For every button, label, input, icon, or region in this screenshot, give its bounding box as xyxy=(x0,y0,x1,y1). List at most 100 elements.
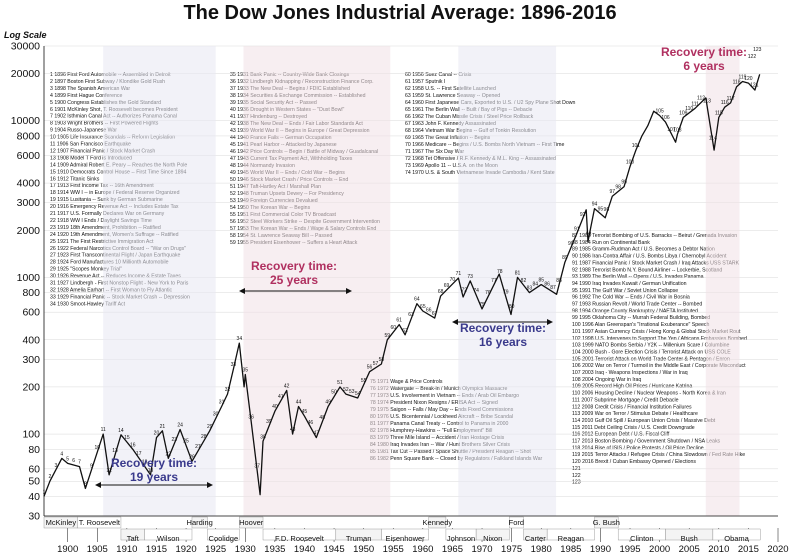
event-entry: 81 1977 Panama Canal Treaty -- Control t… xyxy=(370,421,509,427)
event-number: 4 xyxy=(60,451,63,457)
x-tick-label: 1945 xyxy=(323,544,344,555)
event-number: 48 xyxy=(319,415,325,421)
event-number: 110 xyxy=(685,106,693,112)
event-number: 16 xyxy=(130,442,136,448)
x-tick-label: 1960 xyxy=(412,544,433,555)
event-number: 95 xyxy=(598,207,604,213)
event-number: 35 xyxy=(242,368,248,374)
event-entry: 114 2010 Gulf Oil Spill / European Union… xyxy=(572,418,716,424)
event-number: 12 xyxy=(106,468,112,474)
event-number: 24 xyxy=(177,422,183,428)
y-tick-label: 6000 xyxy=(17,150,41,162)
event-entry: 75 1971 Wage & Price Controls xyxy=(370,379,443,385)
event-entry: 4 1899 First Hague Conference xyxy=(50,93,122,99)
president-name: Johnson xyxy=(447,534,475,543)
president-term: McKinley xyxy=(43,516,78,529)
recovery-duration: 6 years xyxy=(683,59,725,73)
president-name: Carter xyxy=(525,534,546,543)
event-number: 20 xyxy=(154,431,160,437)
x-tick-label: 1995 xyxy=(619,544,640,555)
president-name: Kennedy xyxy=(423,518,453,527)
x-tick-label: 1975 xyxy=(501,544,522,555)
president-term: Hoover xyxy=(239,516,264,529)
event-number: 82 xyxy=(521,278,527,284)
president-name: Eisenhower xyxy=(385,534,425,543)
y-tick-label: 200 xyxy=(22,381,40,393)
event-number: 43 xyxy=(290,427,296,433)
president-term: Harding xyxy=(187,516,213,529)
event-number: 93 xyxy=(586,231,592,237)
x-tick-label: 1905 xyxy=(87,544,108,555)
event-entry: 103 1999 NATO Bombs Serbia / Y2K -- Mill… xyxy=(572,343,730,349)
event-number: 29 xyxy=(207,424,213,430)
event-number: 65 xyxy=(420,304,426,310)
event-number: 27 xyxy=(195,444,201,450)
event-number: 38 xyxy=(260,434,266,440)
event-number: 39 xyxy=(266,419,272,425)
x-tick-label: 2010 xyxy=(708,544,729,555)
y-tick-label: 80 xyxy=(28,444,40,456)
x-tick-label: 2000 xyxy=(649,544,670,555)
president-term: Eisenhower xyxy=(381,528,429,543)
event-number: 21 xyxy=(160,424,166,430)
x-tick-label: 1935 xyxy=(264,544,285,555)
price-line-layer xyxy=(43,74,761,497)
event-number: 111 xyxy=(691,101,699,107)
president-term: Taft xyxy=(120,528,145,543)
event-number: 98 xyxy=(615,184,621,190)
event-number: 36 xyxy=(248,415,254,421)
y-tick-label: 20000 xyxy=(11,68,40,80)
event-number: 18 xyxy=(142,459,148,465)
event-number: 69 xyxy=(444,283,450,289)
president-band xyxy=(509,516,524,529)
event-entry: 115 2011 Debt Ceiling Crisis / U.S. Cred… xyxy=(572,425,695,431)
arrow-head-left xyxy=(95,482,101,488)
recovery-band xyxy=(705,46,740,516)
event-number: 53 xyxy=(349,389,355,395)
president-term: T. Roosevelt xyxy=(77,516,122,529)
x-tick-label: 1970 xyxy=(471,544,492,555)
event-number: 75 xyxy=(479,302,485,308)
president-term: Obama xyxy=(712,528,761,543)
event-number: 15 xyxy=(124,435,130,441)
recovery-duration: 16 years xyxy=(479,335,527,349)
y-tick-label: 4000 xyxy=(17,178,41,190)
event-entry: 79 1975 Saigon -- Falls / May Day -- End… xyxy=(370,407,514,413)
event-entry: 12 1907 Financial Panic / Stock Market C… xyxy=(50,148,155,154)
event-entry: 22 1918 WW I Ends / Daylight Savings Tim… xyxy=(50,218,152,224)
event-number: 89 xyxy=(562,255,568,261)
event-entry: 120 2016 Brexit / Cuban Embassy Opened /… xyxy=(572,459,696,465)
event-number: 51 xyxy=(337,380,343,386)
recovery-annotation: Recovery time:25 years xyxy=(239,259,352,294)
event-entry: 104 2000 Bush - Gore Election Crisis / T… xyxy=(572,349,731,355)
president-term: Bush xyxy=(665,528,714,543)
y-tick-label: 400 xyxy=(22,334,40,346)
event-entry: 11 1906 San Francisco Earthquake xyxy=(50,142,131,148)
event-number: 42 xyxy=(284,383,290,389)
event-entry: 84 1980 Iraq Invades Iran -- War / Hunt … xyxy=(370,442,510,448)
event-number: 70 xyxy=(450,277,456,283)
y-tick-label: 300 xyxy=(22,354,40,366)
event-entry: 76 1972 Watergate -- Break-in / Munich O… xyxy=(370,386,507,392)
event-number: 62 xyxy=(402,328,408,334)
event-number: 114 xyxy=(709,136,717,142)
event-number: 54 xyxy=(355,391,361,397)
y-tick-label: 30000 xyxy=(11,41,40,53)
event-number: 49 xyxy=(325,399,331,405)
event-number: 108 xyxy=(673,127,682,133)
event-entry: 98 1994 Orange County Bankruptcy / NAFTA… xyxy=(572,308,698,314)
event-entry: 78 1974 President Nixon Resigns / ERISA … xyxy=(370,400,498,406)
x-tick-label: 1965 xyxy=(442,544,463,555)
event-entry: 62 1958 U.S. -- First Satellite Launched xyxy=(405,86,496,92)
president-name: Harding xyxy=(187,518,213,527)
president-band xyxy=(207,528,240,541)
x-tick-label: 1910 xyxy=(116,544,137,555)
event-entry: 3 1898 The Spanish American War xyxy=(50,86,130,92)
event-number: 76 xyxy=(485,290,491,296)
event-number: 100 xyxy=(626,160,635,166)
president-band xyxy=(381,528,429,541)
event-number: 91 xyxy=(574,227,580,233)
event-number: 34 xyxy=(237,336,243,342)
y-tick-label: 10000 xyxy=(11,115,40,127)
